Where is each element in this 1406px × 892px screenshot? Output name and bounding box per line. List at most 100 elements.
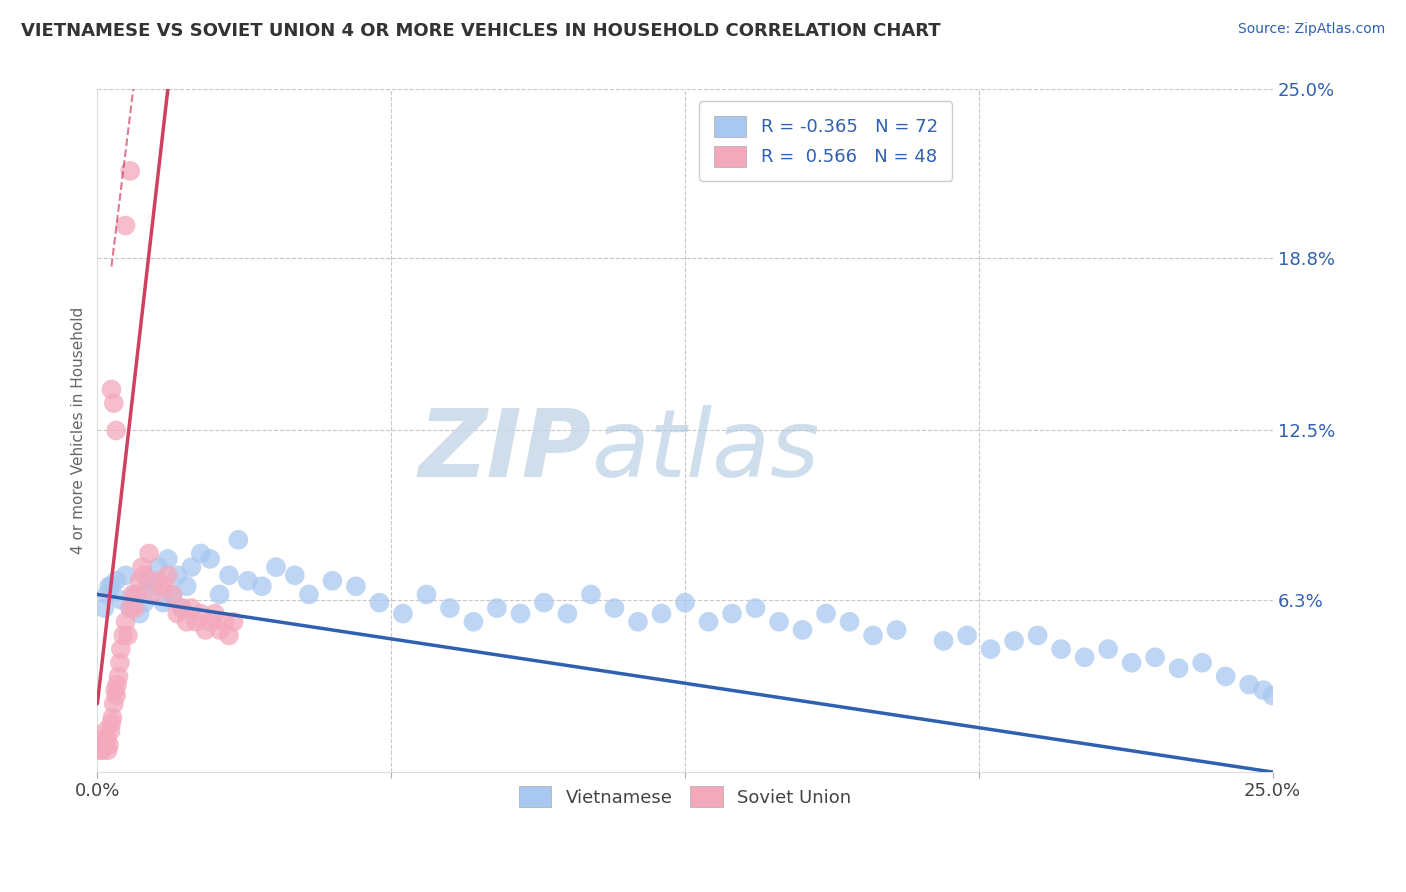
Point: [96, 732, 118, 747]
Point: [1097, 642, 1119, 657]
Point: [218, 628, 240, 642]
Point: [1167, 661, 1189, 675]
Point: [105, 424, 128, 438]
Point: [815, 607, 838, 621]
Point: [485, 601, 508, 615]
Point: [744, 601, 766, 615]
Point: [650, 607, 672, 621]
Point: [579, 587, 602, 601]
Point: [214, 615, 236, 629]
Point: [128, 607, 150, 621]
Point: [392, 607, 415, 621]
Point: [101, 710, 124, 724]
Point: [180, 560, 202, 574]
Point: [148, 560, 170, 574]
Point: [673, 596, 696, 610]
Point: [463, 615, 485, 629]
Point: [105, 678, 128, 692]
Point: [1002, 634, 1025, 648]
Point: [142, 587, 165, 601]
Point: [108, 656, 131, 670]
Point: [368, 596, 391, 610]
Point: [121, 587, 143, 601]
Point: [956, 628, 979, 642]
Point: [176, 579, 198, 593]
Point: [152, 596, 174, 610]
Point: [166, 568, 188, 582]
Point: [236, 574, 259, 588]
Point: [1050, 642, 1073, 657]
Point: [103, 396, 125, 410]
Point: [100, 715, 122, 730]
Point: [198, 552, 221, 566]
Point: [208, 587, 231, 601]
Point: [104, 683, 127, 698]
Point: [697, 615, 720, 629]
Point: [131, 560, 153, 574]
Point: [184, 615, 207, 629]
Point: [721, 607, 744, 621]
Point: [98, 579, 121, 593]
Point: [94, 724, 117, 739]
Point: [190, 546, 212, 560]
Point: [100, 383, 122, 397]
Point: [90, 738, 112, 752]
Point: [932, 634, 955, 648]
Point: [166, 607, 188, 621]
Point: [222, 615, 245, 629]
Point: [96, 587, 118, 601]
Legend: Vietnamese, Soviet Union: Vietnamese, Soviet Union: [512, 779, 859, 814]
Point: [228, 533, 250, 547]
Point: [103, 697, 125, 711]
Point: [89, 743, 111, 757]
Point: [218, 568, 240, 582]
Point: [93, 601, 115, 615]
Point: [1191, 656, 1213, 670]
Point: [112, 628, 135, 642]
Text: VIETNAMESE VS SOVIET UNION 4 OR MORE VEHICLES IN HOUSEHOLD CORRELATION CHART: VIETNAMESE VS SOVIET UNION 4 OR MORE VEH…: [21, 22, 941, 40]
Point: [124, 601, 146, 615]
Point: [110, 593, 132, 607]
Text: ZIP: ZIP: [418, 405, 591, 497]
Point: [603, 601, 626, 615]
Point: [627, 615, 650, 629]
Point: [980, 642, 1002, 657]
Point: [100, 724, 122, 739]
Point: [114, 615, 136, 629]
Y-axis label: 4 or more Vehicles in Household: 4 or more Vehicles in Household: [72, 307, 86, 554]
Point: [110, 642, 132, 657]
Point: [105, 689, 128, 703]
Point: [1251, 683, 1274, 698]
Point: [138, 574, 160, 588]
Point: [1261, 689, 1284, 703]
Point: [127, 587, 149, 601]
Point: [120, 164, 142, 178]
Point: [97, 743, 120, 757]
Point: [162, 587, 184, 601]
Point: [117, 628, 139, 642]
Point: [284, 568, 307, 582]
Point: [838, 615, 860, 629]
Point: [114, 568, 136, 582]
Point: [208, 623, 231, 637]
Point: [148, 574, 170, 588]
Point: [142, 579, 165, 593]
Point: [156, 552, 179, 566]
Point: [198, 615, 221, 629]
Point: [170, 601, 193, 615]
Point: [170, 601, 193, 615]
Point: [91, 743, 114, 757]
Point: [162, 587, 184, 601]
Point: [264, 560, 287, 574]
Point: [124, 587, 146, 601]
Point: [138, 546, 160, 560]
Point: [120, 601, 142, 615]
Point: [156, 568, 179, 582]
Point: [114, 219, 136, 233]
Point: [415, 587, 437, 601]
Text: atlas: atlas: [591, 406, 820, 497]
Point: [344, 579, 367, 593]
Point: [321, 574, 343, 588]
Point: [194, 623, 217, 637]
Point: [91, 732, 114, 747]
